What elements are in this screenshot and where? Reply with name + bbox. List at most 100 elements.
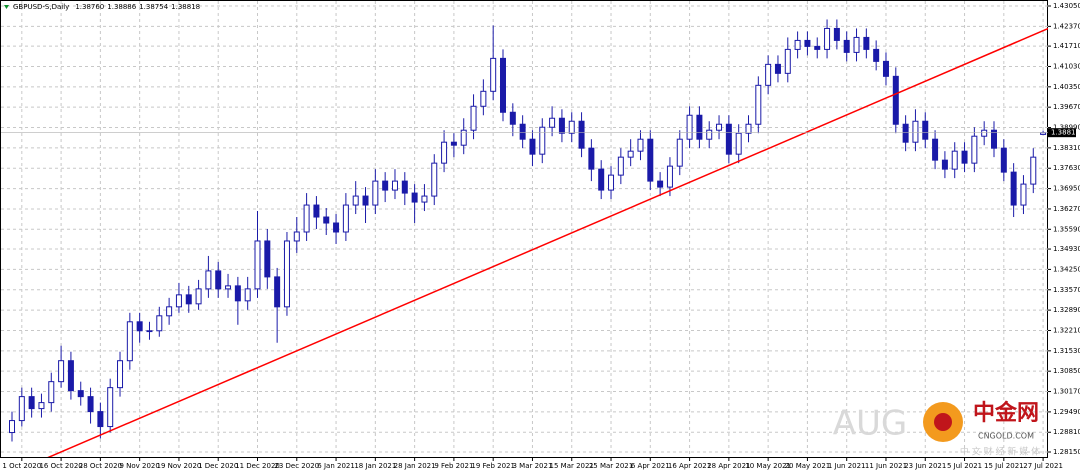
candle-body	[1030, 156, 1037, 185]
candle-body	[608, 174, 615, 191]
candle-body	[38, 402, 45, 410]
x-tick-label: 1 Oct 2020	[2, 462, 41, 470]
y-tick-label: 1.30170	[1053, 388, 1080, 396]
x-tick-label: 9 Nov 2020	[119, 462, 159, 470]
candle-body	[500, 57, 506, 113]
candle-body	[735, 132, 742, 155]
candle-body	[981, 129, 988, 137]
logo-text: 中金网	[973, 400, 1039, 426]
candle-body	[450, 141, 457, 146]
candle-body	[991, 129, 997, 149]
x-tick-label: 28 Jan 2021	[394, 462, 436, 470]
x-tick-label: 1 Dec 2020	[198, 462, 238, 470]
y-tick-label: 1.35590	[1053, 225, 1080, 233]
candle-body	[293, 231, 300, 242]
x-tick-label: 28 Oct 2020	[79, 462, 122, 470]
candle-body	[117, 360, 124, 389]
x-tick-label: 10 May 2021	[745, 462, 791, 470]
y-tick-label: 1.42370	[1053, 22, 1080, 30]
candle-body	[863, 36, 870, 50]
candle-body	[382, 180, 389, 191]
y-tick-label: 1.28150	[1053, 448, 1080, 456]
candle-body	[617, 156, 624, 176]
x-tick-label: 19 Nov 2020	[157, 462, 202, 470]
header-icon	[4, 5, 9, 9]
y-tick-label: 1.31530	[1053, 347, 1080, 355]
x-tick-label: 19 Feb 2021	[471, 462, 515, 470]
candle-body	[745, 123, 752, 134]
candle-body	[824, 27, 831, 50]
watermark: AUG 中金网 CNGOLD.COM 中 文 财 经 新 媒 体	[833, 400, 1040, 458]
y-tick-label: 1.32890	[1053, 306, 1080, 314]
candle-body	[843, 39, 850, 53]
candle-body	[175, 294, 182, 308]
candle-body	[97, 411, 104, 428]
header-value: 1.38760	[75, 3, 104, 11]
x-tick-label: 15 Mar 2021	[550, 462, 594, 470]
candle-body	[627, 150, 634, 158]
y-tick-label: 1.36950	[1053, 185, 1080, 193]
candle-body	[391, 180, 398, 191]
candle-body	[234, 285, 241, 302]
y-tick-label: 1.29490	[1053, 408, 1080, 416]
y-tick-label: 1.33570	[1053, 286, 1080, 294]
candle-body	[716, 123, 723, 131]
candle-body	[588, 147, 595, 170]
candle-body	[755, 84, 762, 125]
logo-inner	[934, 413, 952, 431]
y-tick-label: 1.32210	[1053, 326, 1080, 334]
y-tick-label: 1.40350	[1053, 83, 1080, 91]
x-tick-label: 5 Jul 2021	[947, 462, 982, 470]
candle-body	[1020, 183, 1027, 206]
candle-body	[77, 390, 84, 398]
candle-body	[765, 63, 772, 86]
x-tick-label: 1 Jun 2021	[828, 462, 866, 470]
candle-body	[323, 216, 330, 224]
candle-body	[657, 180, 664, 188]
y-tick-label: 1.43050	[1053, 2, 1080, 10]
candle-body	[87, 396, 94, 413]
candle-body	[902, 123, 909, 143]
candle-body	[274, 276, 281, 308]
candle-body	[941, 159, 948, 170]
candle-body	[1000, 147, 1007, 173]
candle-body	[431, 162, 438, 197]
candle-body	[833, 27, 840, 41]
logo-site: CNGOLD.COM	[978, 432, 1034, 441]
candle-body	[333, 222, 340, 233]
candle-body	[490, 57, 497, 92]
y-tick-label: 1.37630	[1053, 164, 1080, 172]
candle-body	[480, 90, 487, 107]
candle-body	[303, 204, 310, 233]
candle-body	[951, 150, 958, 170]
candle-body	[460, 129, 467, 146]
candle-body	[421, 195, 428, 203]
header-value: 1.38754	[139, 3, 168, 11]
trend-line	[47, 27, 1048, 457]
y-tick-label: 1.39670	[1053, 103, 1080, 111]
candle-body	[676, 138, 683, 167]
candle-body	[146, 330, 153, 333]
x-tick-label: 16 Oct 2020	[39, 462, 82, 470]
y-tick-label: 1.34250	[1053, 265, 1080, 273]
candle-body	[804, 39, 811, 47]
price-label: 1.38818	[1051, 129, 1080, 137]
candle-body	[637, 138, 644, 152]
candle-body	[892, 75, 899, 125]
candle-body	[48, 381, 55, 404]
x-tick-label: 25 Mar 2021	[589, 462, 633, 470]
candle-body	[794, 39, 801, 50]
x-tick-label: 11 Jun 2021	[865, 462, 907, 470]
candle-body	[107, 387, 114, 428]
candle-body	[126, 321, 133, 362]
candle-body	[441, 141, 448, 164]
x-tick-label: 16 Apr 2021	[668, 462, 711, 470]
candle-body	[549, 117, 556, 128]
candle-body	[244, 288, 251, 302]
candle-body	[774, 63, 781, 74]
watermark-text: AUG	[833, 404, 908, 444]
candle-body	[313, 204, 320, 218]
candle-body	[578, 120, 585, 149]
candle-body	[696, 114, 703, 140]
